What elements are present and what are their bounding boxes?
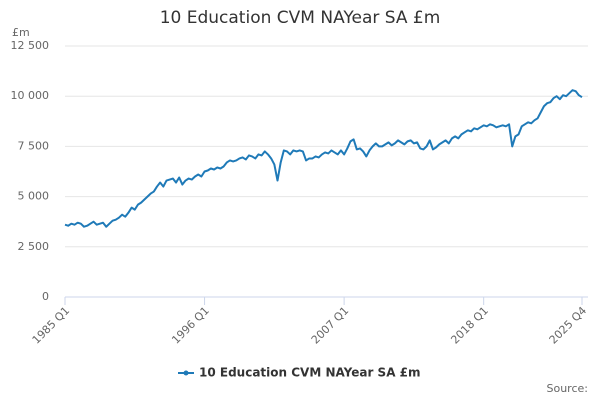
y-tick-label: 10 000: [11, 89, 50, 102]
x-tick-label: 2025 Q4: [547, 304, 590, 347]
x-tick-label: 2007 Q1: [309, 304, 352, 347]
legend: 10 Education CVM NAYear SA £m: [199, 366, 421, 380]
chart-title: 10 Education CVM NAYear SA £m: [160, 8, 441, 28]
source: Source:: [547, 382, 589, 395]
x-tick-label: 1996 Q1: [169, 304, 212, 347]
y-tick-label: 7 500: [18, 139, 50, 152]
y-axis-label: £m: [12, 26, 30, 39]
legend-marker: [183, 370, 189, 376]
y-tick-label: 5 000: [18, 190, 50, 203]
y-tick-label: 12 500: [11, 39, 50, 52]
x-tick-label: 2018 Q1: [448, 304, 491, 347]
data-line: [64, 89, 583, 228]
y-tick-label: 2 500: [18, 240, 50, 253]
y-tick-label: 0: [42, 290, 49, 303]
x-tick-label: 1985 Q1: [30, 304, 73, 347]
